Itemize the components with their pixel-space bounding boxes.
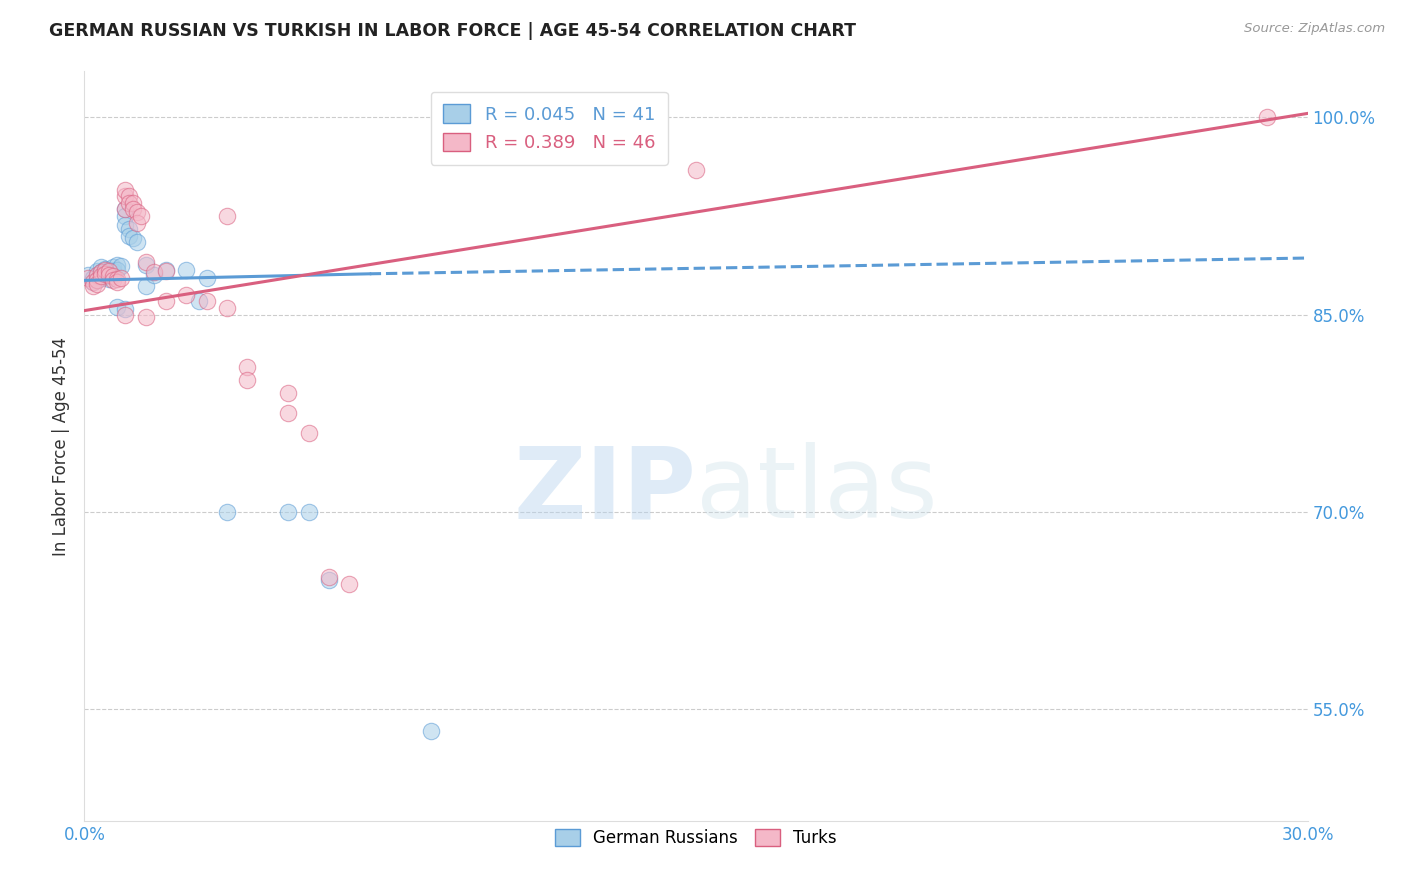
Point	[86, 277, 108, 292]
Point	[155, 294, 177, 309]
Point	[97, 263, 120, 277]
Point	[101, 273, 124, 287]
Point	[90, 270, 112, 285]
Point	[101, 269, 124, 284]
Point	[298, 425, 321, 440]
Point	[86, 264, 108, 278]
Point	[195, 294, 218, 309]
Point	[86, 273, 108, 287]
Point	[127, 235, 149, 250]
Point	[114, 183, 136, 197]
Point	[90, 265, 112, 279]
Point	[97, 264, 120, 278]
Point	[298, 505, 321, 519]
Point	[174, 263, 197, 277]
Point	[174, 288, 197, 302]
Point	[82, 275, 104, 289]
Legend: German Russians, Turks: German Russians, Turks	[548, 822, 844, 854]
Point	[1256, 111, 1278, 125]
Point	[114, 302, 136, 317]
Point	[142, 265, 165, 279]
Point	[93, 263, 115, 277]
Point	[187, 294, 209, 309]
Point	[277, 406, 299, 420]
Point	[114, 209, 136, 223]
Point	[135, 310, 157, 325]
Point	[277, 505, 299, 519]
Point	[277, 386, 299, 401]
Point	[93, 265, 115, 279]
Text: GERMAN RUSSIAN VS TURKISH IN LABOR FORCE | AGE 45-54 CORRELATION CHART: GERMAN RUSSIAN VS TURKISH IN LABOR FORCE…	[49, 22, 856, 40]
Point	[318, 573, 340, 587]
Point	[86, 273, 108, 287]
Point	[118, 189, 141, 203]
Point	[114, 218, 136, 232]
Point	[97, 268, 120, 282]
Point	[77, 270, 100, 285]
Point	[77, 268, 100, 282]
Point	[110, 270, 132, 285]
Text: Source: ZipAtlas.com: Source: ZipAtlas.com	[1244, 22, 1385, 36]
Point	[122, 202, 145, 217]
Point	[142, 268, 165, 282]
Point	[86, 268, 108, 282]
Point	[86, 269, 108, 284]
Point	[135, 255, 157, 269]
Point	[82, 275, 104, 289]
Point	[135, 258, 157, 272]
Point	[105, 258, 128, 272]
Point	[217, 209, 239, 223]
Point	[97, 268, 120, 282]
Point	[114, 189, 136, 203]
Point	[93, 269, 115, 284]
Point	[90, 260, 112, 275]
Point	[114, 308, 136, 322]
Point	[90, 265, 112, 279]
Point	[127, 215, 149, 229]
Point	[122, 195, 145, 210]
Point	[217, 505, 239, 519]
Point	[131, 209, 153, 223]
Point	[82, 270, 104, 285]
Point	[135, 278, 157, 293]
Point	[93, 267, 115, 281]
Point	[318, 570, 340, 584]
Point	[105, 272, 128, 286]
Point	[118, 228, 141, 243]
Point	[118, 195, 141, 210]
Point	[236, 373, 259, 387]
Point	[114, 202, 136, 217]
Point	[114, 202, 136, 217]
Point	[420, 724, 443, 739]
Text: ZIP: ZIP	[513, 442, 696, 540]
Point	[685, 163, 707, 178]
Point	[195, 270, 218, 285]
Point	[127, 205, 149, 219]
Point	[105, 275, 128, 289]
Point	[101, 264, 124, 278]
Text: atlas: atlas	[696, 442, 938, 540]
Y-axis label: In Labor Force | Age 45-54: In Labor Force | Age 45-54	[52, 336, 70, 556]
Point	[217, 301, 239, 315]
Point	[122, 231, 145, 245]
Point	[155, 263, 177, 277]
Point	[339, 577, 361, 591]
Point	[82, 278, 104, 293]
Point	[90, 269, 112, 284]
Point	[93, 261, 115, 276]
Point	[236, 360, 259, 375]
Point	[105, 263, 128, 277]
Point	[118, 222, 141, 236]
Point	[110, 259, 132, 273]
Point	[97, 272, 120, 286]
Point	[155, 264, 177, 278]
Point	[105, 300, 128, 314]
Point	[101, 260, 124, 275]
